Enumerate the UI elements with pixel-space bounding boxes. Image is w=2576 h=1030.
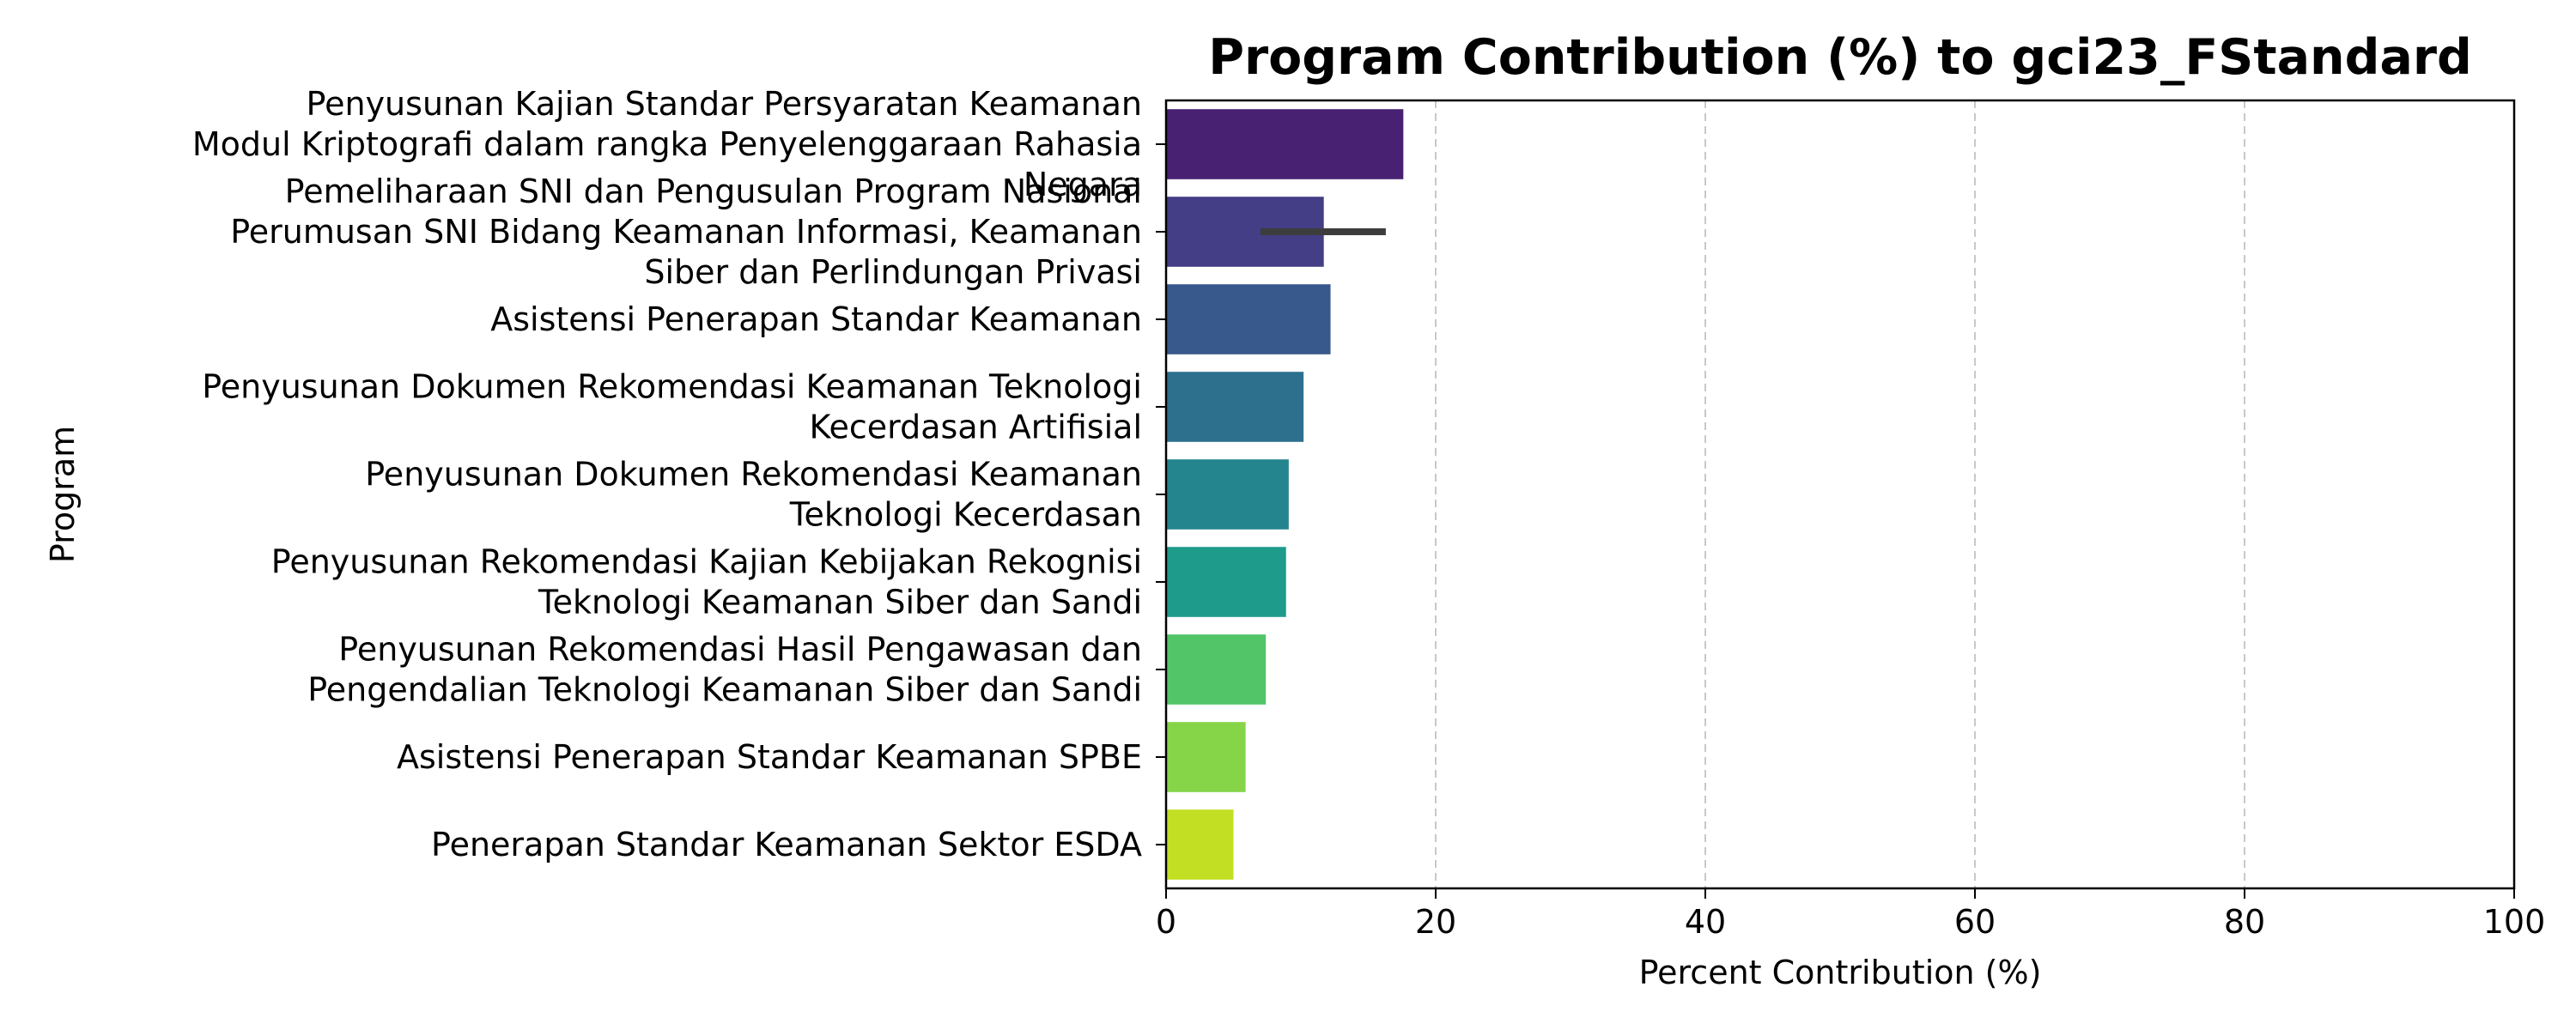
y-category-label-line: Penyusunan Rekomendasi Kajian Kebijakan … xyxy=(271,543,1142,581)
x-tick-label: 0 xyxy=(1156,903,1176,941)
y-category-label-line: Penyusunan Dokumen Rekomendasi Keamanan … xyxy=(202,368,1142,406)
y-category-label-line: Penyusunan Kajian Standar Persyaratan Ke… xyxy=(307,85,1142,123)
y-category-label-line: Teknologi Kecerdasan xyxy=(789,496,1142,534)
bar xyxy=(1166,634,1267,705)
y-category-label-line: Negara xyxy=(1024,166,1142,203)
chart-title: Program Contribution (%) to gci23_FStand… xyxy=(1208,29,2472,86)
y-category-label: Asistensi Penerapan Standar Keamanan xyxy=(490,300,1142,338)
x-tick-label: 20 xyxy=(1415,903,1456,941)
y-axis-category-labels: Penyusunan Kajian Standar Persyaratan Ke… xyxy=(192,85,1166,863)
y-category-label-line: Kecerdasan Artifisial xyxy=(810,409,1143,446)
y-category-label-line: Asistensi Penerapan Standar Keamanan xyxy=(490,300,1142,338)
y-category-label: Penyusunan Kajian Standar Persyaratan Ke… xyxy=(192,85,1142,203)
x-tick-label: 80 xyxy=(2224,903,2265,941)
bar xyxy=(1166,284,1331,354)
bar xyxy=(1166,722,1246,792)
y-category-label: Penyusunan Dokumen Rekomendasi Keamanan … xyxy=(202,368,1142,446)
y-category-label: Penerapan Standar Keamanan Sektor ESDA xyxy=(431,826,1142,863)
x-axis-label: Percent Contribution (%) xyxy=(1639,954,2042,991)
bar xyxy=(1166,109,1404,179)
y-category-label-line: Penyusunan Dokumen Rekomendasi Keamanan xyxy=(365,456,1142,494)
y-category-label: Pemeliharaan SNI dan Pengusulan Program … xyxy=(230,173,1142,291)
y-category-label: Penyusunan Rekomendasi Hasil Pengawasan … xyxy=(307,631,1142,709)
bar xyxy=(1166,372,1304,442)
y-category-label: Penyusunan Dokumen Rekomendasi Keamanan T… xyxy=(365,456,1142,534)
y-category-label-line: Pengendalian Teknologi Keamanan Siber da… xyxy=(307,671,1142,709)
y-category-label-line: Perumusan SNI Bidang Keamanan Informasi,… xyxy=(230,213,1142,251)
y-category-label-line: Penyusunan Rekomendasi Hasil Pengawasan … xyxy=(338,631,1142,669)
bar xyxy=(1166,547,1286,617)
y-category-label-line: Siber dan Perlindungan Privasi xyxy=(644,253,1142,291)
y-category-label-line: Teknologi Keamanan Siber dan Sandi xyxy=(538,584,1142,621)
x-axis-ticks: 0 20 40 60 80 100 xyxy=(1156,888,2545,941)
x-tick-label: 40 xyxy=(1685,903,1726,941)
bar xyxy=(1166,809,1234,880)
bar xyxy=(1166,459,1289,530)
y-category-label-line: Penerapan Standar Keamanan Sektor ESDA xyxy=(431,826,1142,863)
y-category-label-line: Asistensi Penerapan Standar Keamanan SPB… xyxy=(397,738,1142,776)
y-category-label: Penyusunan Rekomendasi Kajian Kebijakan … xyxy=(271,543,1142,621)
gridlines xyxy=(1435,100,2245,888)
y-category-label-line: Modul Kriptografi dalam rangka Penyeleng… xyxy=(192,125,1142,163)
x-tick-label: 100 xyxy=(2483,903,2546,941)
y-category-label-line: Pemeliharaan SNI dan Pengusulan Program … xyxy=(285,173,1142,210)
y-category-label: Asistensi Penerapan Standar Keamanan SPB… xyxy=(397,738,1142,776)
y-axis-label: Program xyxy=(44,426,82,563)
x-tick-label: 60 xyxy=(1954,903,1996,941)
